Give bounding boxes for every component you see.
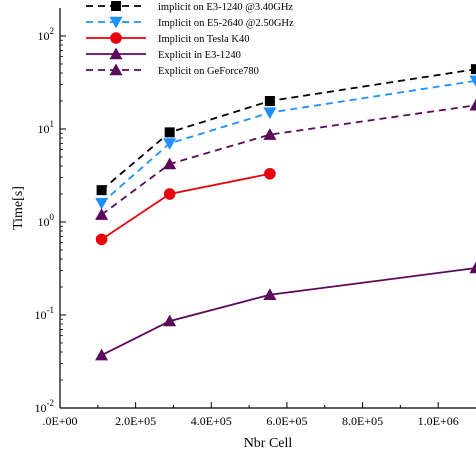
legend-label: implicit on E3-1240 @3.40GHz (158, 2, 293, 13)
y-tick-exponent: 2 (50, 26, 55, 36)
data-point (469, 261, 476, 274)
y-tick-exponent: 0 (50, 212, 55, 222)
data-point (264, 96, 275, 107)
x-tick-label: 8.0E+05 (342, 414, 383, 428)
data-point (163, 157, 177, 170)
data-point (263, 107, 277, 120)
y-tick-label: 10-2 (35, 398, 55, 415)
series-1 (96, 64, 476, 196)
x-axis-label: Nbr Cell (244, 436, 293, 451)
legend-label: Explicit in E3-1240 (158, 50, 241, 61)
x-tick-label: 2.0E+05 (115, 414, 156, 428)
data-point (96, 185, 107, 196)
data-point (163, 188, 176, 200)
legend-label: Explicit on GeForce780 (158, 66, 259, 77)
legend-label: Implicit on E5-2640 @2.50GHz (158, 18, 294, 29)
x-tick-label: 1.0E+06 (418, 414, 459, 428)
data-point (263, 128, 277, 140)
data-point (95, 348, 109, 361)
y-tick-base: 10 (38, 29, 50, 43)
y-tick-label: 10-1 (35, 305, 55, 322)
y-tick-base: 10 (35, 401, 47, 415)
series-line (101, 104, 476, 216)
series-5 (95, 98, 476, 220)
legend: implicit on E3-1240 @3.40GHz Implicit on … (86, 1, 294, 77)
legend-item: Explicit on GeForce780 (86, 63, 259, 77)
y-axis-label: Time[s] (11, 186, 26, 230)
data-point (163, 138, 177, 150)
series-line (101, 68, 476, 191)
y-tick-exponent: 1 (50, 119, 55, 129)
plot-frame (59, 8, 476, 409)
x-tick-label: .0E+00 (42, 414, 77, 428)
legend-item: Implicit on E5-2640 @2.50GHz (86, 16, 294, 29)
series-line (101, 172, 271, 241)
data-point (264, 167, 276, 180)
y-tick-base: 10 (35, 308, 47, 322)
series-2 (95, 75, 476, 210)
legend-marker (109, 63, 123, 76)
data-point (471, 64, 476, 75)
legend-marker (110, 32, 122, 44)
legend-marker (109, 47, 123, 60)
legend-item: Explicit in E3-1240 (86, 47, 241, 61)
data-point (469, 98, 476, 111)
series-layer (95, 64, 476, 361)
y-tick-label: 100 (38, 212, 55, 229)
series-3 (95, 167, 276, 246)
y-tick-exponent: -2 (47, 398, 55, 408)
y-tick-exponent: -1 (47, 305, 55, 315)
data-point (263, 288, 277, 300)
data-point (164, 127, 175, 138)
series-line (101, 267, 476, 356)
data-point (163, 314, 177, 327)
series-4 (95, 261, 476, 361)
data-point (95, 197, 109, 210)
data-point (95, 233, 108, 246)
legend-marker (111, 1, 121, 11)
x-tick-label: 4.0E+05 (191, 414, 232, 428)
legend-item: implicit on E3-1240 @3.40GHz (86, 1, 293, 13)
x-axis: .0E+00 2.0E+05 4.0E+05 6.0E+05 8.0E+05 1.0E+0… (42, 402, 459, 428)
data-point (95, 208, 109, 220)
y-tick-label: 102 (38, 26, 55, 43)
data-point (469, 75, 476, 88)
y-tick-base: 10 (38, 122, 50, 136)
y-tick-label: 101 (38, 119, 55, 136)
legend-label: Implicit on Tesla K40 (158, 34, 250, 45)
x-tick-label: 6.0E+05 (266, 414, 307, 428)
legend-item: Implicit on Tesla K40 (86, 32, 250, 45)
y-tick-base: 10 (38, 215, 50, 229)
legend-marker (109, 16, 123, 29)
